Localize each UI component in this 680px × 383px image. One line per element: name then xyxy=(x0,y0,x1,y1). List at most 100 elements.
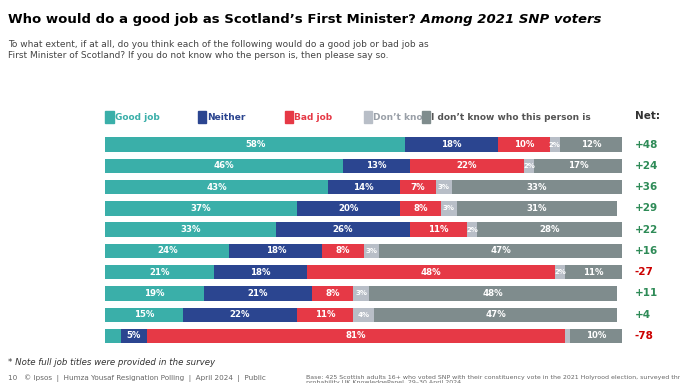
Bar xyxy=(452,180,622,195)
Text: 3%: 3% xyxy=(443,205,455,211)
Bar xyxy=(312,286,354,301)
Bar xyxy=(343,159,410,173)
Text: +16: +16 xyxy=(635,246,658,256)
Text: 19%: 19% xyxy=(144,289,165,298)
Text: 37%: 37% xyxy=(190,204,211,213)
Bar xyxy=(555,265,565,280)
Bar xyxy=(121,329,147,343)
Text: 33%: 33% xyxy=(180,225,201,234)
Text: Neither: Neither xyxy=(207,113,245,121)
Bar xyxy=(400,201,441,216)
Bar xyxy=(441,201,457,216)
Text: 18%: 18% xyxy=(266,247,286,255)
Bar xyxy=(379,244,622,258)
Bar xyxy=(400,180,436,195)
Bar xyxy=(571,329,622,343)
Text: +24: +24 xyxy=(635,161,658,171)
Text: 28%: 28% xyxy=(539,225,560,234)
Bar xyxy=(105,180,328,195)
Text: +36: +36 xyxy=(635,182,658,192)
Bar xyxy=(549,137,560,152)
Text: 2%: 2% xyxy=(554,269,566,275)
Bar xyxy=(229,244,322,258)
Text: Base: 425 Scottish adults 16+ who voted SNP with their constituency vote in the : Base: 425 Scottish adults 16+ who voted … xyxy=(306,375,680,383)
Bar xyxy=(203,286,312,301)
Text: 13%: 13% xyxy=(367,162,387,170)
Text: +22: +22 xyxy=(635,225,658,235)
Text: +48: +48 xyxy=(635,140,658,150)
Text: 22%: 22% xyxy=(457,162,477,170)
Text: 48%: 48% xyxy=(483,289,503,298)
Text: 22%: 22% xyxy=(229,310,250,319)
Bar xyxy=(307,265,555,280)
Text: 47%: 47% xyxy=(490,247,511,255)
Bar xyxy=(524,159,534,173)
Bar xyxy=(560,137,622,152)
Text: -27: -27 xyxy=(635,267,654,277)
Text: 8%: 8% xyxy=(326,289,340,298)
FancyBboxPatch shape xyxy=(105,111,114,123)
FancyBboxPatch shape xyxy=(364,111,372,123)
Text: 11%: 11% xyxy=(315,310,335,319)
Text: I don’t know who this person is: I don’t know who this person is xyxy=(431,113,591,121)
FancyBboxPatch shape xyxy=(285,111,292,123)
Bar xyxy=(369,286,617,301)
Text: 12%: 12% xyxy=(581,140,601,149)
Bar xyxy=(364,244,379,258)
Bar xyxy=(354,308,374,322)
Text: Net:: Net: xyxy=(635,111,660,121)
Text: Who would do a good job as Scotland’s First Minister?: Who would do a good job as Scotland’s Fi… xyxy=(8,13,416,26)
Bar xyxy=(477,223,622,237)
Text: 2%: 2% xyxy=(466,227,478,233)
Text: 15%: 15% xyxy=(134,310,154,319)
Bar xyxy=(405,137,498,152)
Text: 2%: 2% xyxy=(523,163,535,169)
Bar xyxy=(183,308,296,322)
Text: 10%: 10% xyxy=(586,332,607,340)
Text: 18%: 18% xyxy=(250,268,271,277)
Bar xyxy=(296,201,400,216)
Text: 14%: 14% xyxy=(354,183,374,192)
Text: 21%: 21% xyxy=(150,268,170,277)
Bar xyxy=(565,265,622,280)
Bar xyxy=(147,329,565,343)
Text: To what extent, if at all, do you think each of the following would do a good jo: To what extent, if at all, do you think … xyxy=(8,40,429,60)
Bar xyxy=(534,159,622,173)
Text: 31%: 31% xyxy=(526,204,547,213)
Text: +29: +29 xyxy=(635,203,658,213)
FancyBboxPatch shape xyxy=(422,111,430,123)
Bar xyxy=(410,159,524,173)
Text: Bad job: Bad job xyxy=(294,113,332,121)
Bar xyxy=(105,329,121,343)
Bar xyxy=(565,329,571,343)
Bar xyxy=(105,159,343,173)
Text: 20%: 20% xyxy=(338,204,358,213)
Bar xyxy=(105,244,229,258)
Bar xyxy=(410,223,467,237)
Text: 18%: 18% xyxy=(441,140,462,149)
Text: 33%: 33% xyxy=(526,183,547,192)
Text: 11%: 11% xyxy=(583,268,604,277)
FancyBboxPatch shape xyxy=(198,111,206,123)
Text: Among 2021 SNP voters: Among 2021 SNP voters xyxy=(416,13,601,26)
Text: 43%: 43% xyxy=(206,183,227,192)
Text: 2%: 2% xyxy=(549,142,561,148)
Bar xyxy=(296,308,354,322)
Text: 58%: 58% xyxy=(245,140,265,149)
Bar xyxy=(105,308,183,322)
Text: 47%: 47% xyxy=(485,310,506,319)
Bar xyxy=(105,265,214,280)
Text: 21%: 21% xyxy=(248,289,268,298)
Text: 17%: 17% xyxy=(568,162,588,170)
Text: 5%: 5% xyxy=(126,332,141,340)
Text: 7%: 7% xyxy=(411,183,425,192)
Text: Good job: Good job xyxy=(115,113,159,121)
Text: 3%: 3% xyxy=(355,290,367,296)
Bar xyxy=(328,180,400,195)
Bar xyxy=(105,286,203,301)
Bar xyxy=(276,223,410,237)
Text: 8%: 8% xyxy=(413,204,428,213)
Text: 10   © Ipsos  |  Humza Yousaf Resignation Polling  |  April 2024  |  Public: 10 © Ipsos | Humza Yousaf Resignation Po… xyxy=(8,375,266,382)
Bar xyxy=(436,180,452,195)
Text: 26%: 26% xyxy=(333,225,354,234)
